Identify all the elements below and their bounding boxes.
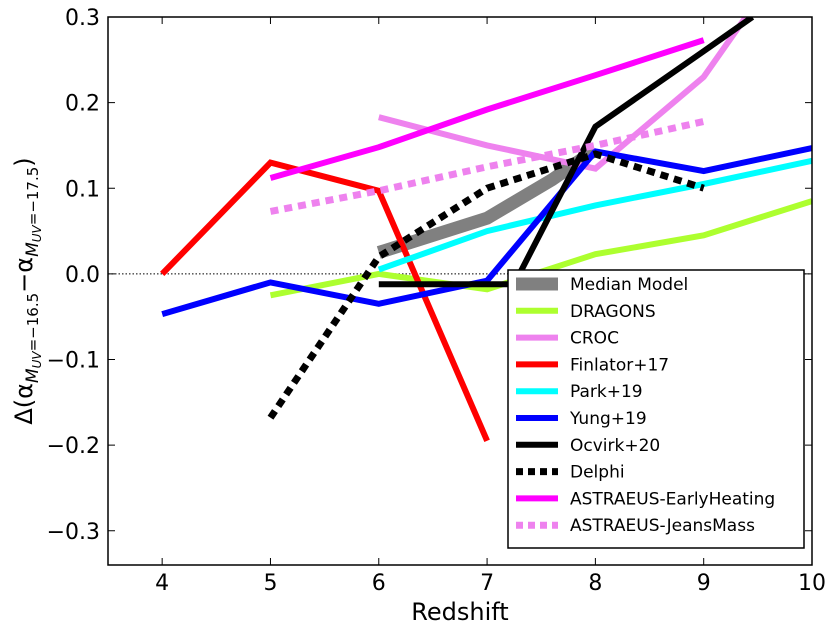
y-axis-label-minus: −α [10, 257, 38, 293]
legend-label-dragons: DRAGONS [570, 302, 656, 322]
legend-label-park-19: Park+19 [570, 382, 643, 402]
series-line-ocvirk-20 [378, 17, 755, 288]
series-line-astraeus-earlyheating [269, 37, 705, 181]
y-axis-label-suffix: ) [10, 157, 38, 166]
y-tick-label: −0.2 [47, 434, 100, 459]
x-tick-label: 7 [480, 571, 494, 596]
y-tick-label: 0.3 [65, 6, 100, 31]
legend-label-finlator-17: Finlator+17 [570, 355, 669, 375]
x-tick-label: 4 [155, 571, 169, 596]
series-line-park-19 [377, 157, 812, 273]
y-tick-label: −0.1 [47, 349, 100, 374]
legend-label-astraeus-earlyheating: ASTRAEUS-EarlyHeating [570, 489, 775, 509]
series-line-astraeus-jeansmass [269, 118, 705, 215]
x-axis-label: Redshift [411, 598, 508, 626]
y-axis-label-sub1-uv: UV [30, 351, 44, 369]
legend-label-ocvirk-20: Ocvirk+20 [570, 436, 660, 456]
series-line-delphi [267, 150, 705, 420]
series-line-finlator-17 [160, 159, 490, 442]
legend-label-delphi: Delphi [570, 463, 625, 483]
y-axis-label-sub2-uv: UV [30, 224, 44, 242]
ticks-layer: 4 5 6 7 8 9 10 −0.3 −0.2 −0.1 0.0 0.1 0.2 0.3 [47, 6, 826, 596]
series-line-yung-19 [161, 145, 812, 317]
legend-box [507, 269, 805, 549]
legend-label-yung-19: Yung+19 [569, 409, 647, 429]
y-tick-label: −0.3 [47, 520, 100, 545]
y-tick-label: 0.1 [65, 177, 100, 202]
x-tick-label: 8 [588, 571, 602, 596]
legend-label-croc: CROC [570, 329, 619, 349]
y-axis-label-sub1: M [23, 368, 43, 383]
y-tick-label: 0.0 [65, 263, 100, 288]
series-line-croc [378, 17, 750, 172]
y-axis-label: Δ(αMUV=−16.5−αMUV=−17.5) [10, 157, 44, 424]
x-tick-label: 5 [263, 571, 277, 596]
y-axis-label-sub1-rest: =−16.5 [24, 293, 42, 352]
x-tick-label: 9 [697, 571, 711, 596]
y-axis-label-sub2-rest: =−17.5 [24, 167, 42, 226]
y-tick-label: 0.2 [65, 92, 100, 117]
plot-frame [107, 16, 813, 566]
legend-label-astraeus-jeansmass: ASTRAEUS-JeansMass [570, 516, 755, 536]
y-axis-label-sub2: M [23, 242, 43, 257]
legend-label-median-model: Median Model [570, 275, 688, 295]
legend: Median Model DRAGONS CROC Finlator+17 Park+1… [507, 269, 805, 549]
y-axis-label-prefix: Δ(α [10, 383, 38, 425]
x-tick-label: 6 [372, 571, 386, 596]
x-tick-label: 10 [798, 571, 826, 596]
